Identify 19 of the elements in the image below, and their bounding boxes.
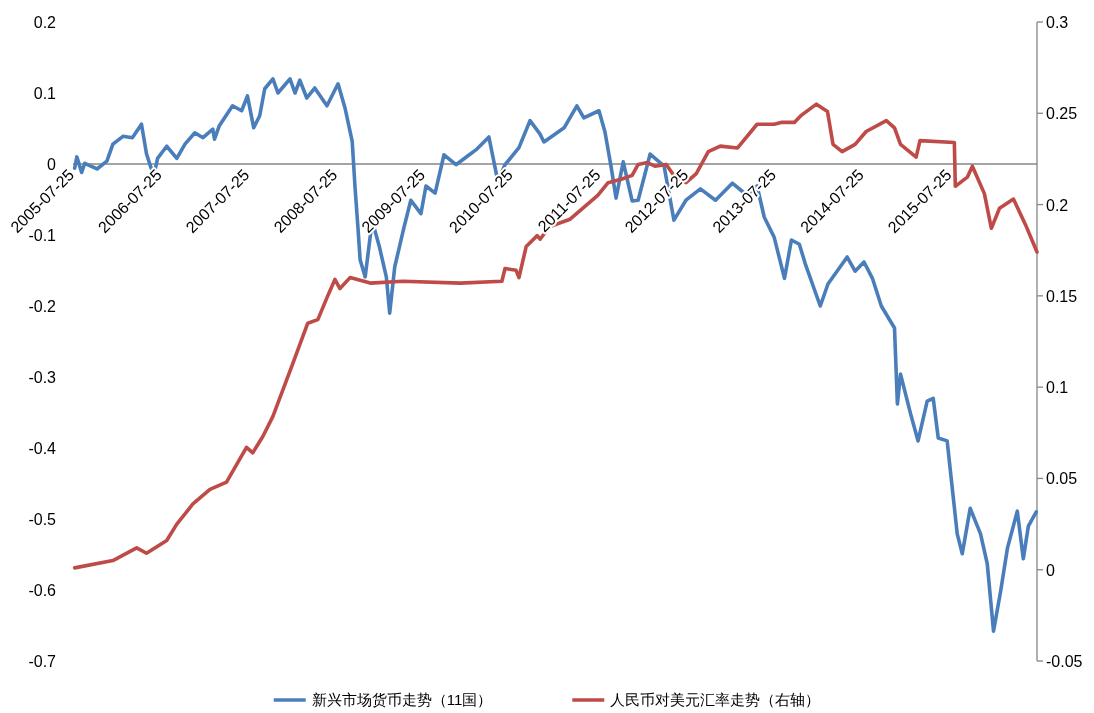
y-tick-label: -0.7 <box>28 653 57 670</box>
y2-tick-label: 0.3 <box>1046 14 1069 31</box>
y2-tick-label: 0.15 <box>1046 287 1078 305</box>
y2-tick-label: -0.05 <box>1046 653 1083 670</box>
y-tick-label: -0.6 <box>28 582 57 599</box>
y2-tick-label: 0.1 <box>1046 379 1069 397</box>
y-tick-label: -0.5 <box>28 511 57 528</box>
y2-tick-label: 0.25 <box>1046 105 1078 123</box>
y-tick-label: -0.2 <box>28 298 57 315</box>
y2-tick-label: 0.05 <box>1046 470 1078 488</box>
legend-label: 人民币对美元汇率走势（右轴） <box>610 691 821 708</box>
y-tick-label: 0 <box>47 156 57 173</box>
y-tick-label: -0.3 <box>28 369 57 386</box>
y2-tick-label: 0.2 <box>1046 196 1069 214</box>
legend-label: 新兴市场货币走势（11国） <box>311 691 493 708</box>
y-tick-label: 0.2 <box>33 14 57 31</box>
y-tick-label: -0.4 <box>28 440 57 457</box>
y-tick-label: 0.1 <box>33 85 57 102</box>
y2-tick-label: 0 <box>1046 561 1055 579</box>
